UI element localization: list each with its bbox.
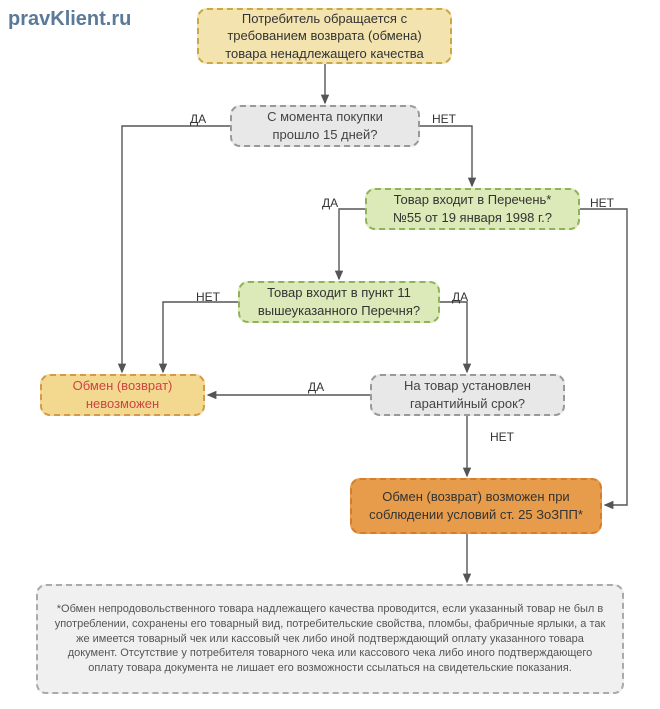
- label-net-3: НЕТ: [196, 290, 220, 304]
- node-start-text: Потребитель обращается с требованием воз…: [211, 10, 438, 63]
- label-da-2: ДА: [322, 196, 338, 210]
- node-impossible: Обмен (возврат) невозможен: [40, 374, 205, 416]
- node-list55-text: Товар входит в Перечень* №55 от 19 январ…: [379, 191, 566, 226]
- node-15days-text: С момента покупки прошло 15 дней?: [244, 108, 406, 143]
- label-net-1: НЕТ: [432, 112, 456, 126]
- node-list55: Товар входит в Перечень* №55 от 19 январ…: [365, 188, 580, 230]
- label-da-1: ДА: [190, 112, 206, 126]
- node-possible: Обмен (возврат) возможен при соблюдении …: [350, 478, 602, 534]
- node-footnote: *Обмен непродовольственного товара надле…: [36, 584, 624, 694]
- label-net-2: НЕТ: [590, 196, 614, 210]
- node-start: Потребитель обращается с требованием воз…: [197, 8, 452, 64]
- node-impossible-text: Обмен (возврат) невозможен: [54, 377, 191, 412]
- node-possible-text: Обмен (возврат) возможен при соблюдении …: [364, 488, 588, 523]
- watermark: pravKlient.ru: [8, 8, 131, 31]
- node-warranty: На товар установлен гарантийный срок?: [370, 374, 565, 416]
- label-net-4: НЕТ: [490, 430, 514, 444]
- label-da-3: ДА: [452, 290, 468, 304]
- node-15days: С момента покупки прошло 15 дней?: [230, 105, 420, 147]
- node-list11-text: Товар входит в пункт 11 вышеуказанного П…: [252, 284, 426, 319]
- label-da-4: ДА: [308, 380, 324, 394]
- node-footnote-text: *Обмен непродовольственного товара надле…: [50, 602, 610, 676]
- node-list11: Товар входит в пункт 11 вышеуказанного П…: [238, 281, 440, 323]
- node-warranty-text: На товар установлен гарантийный срок?: [384, 377, 551, 412]
